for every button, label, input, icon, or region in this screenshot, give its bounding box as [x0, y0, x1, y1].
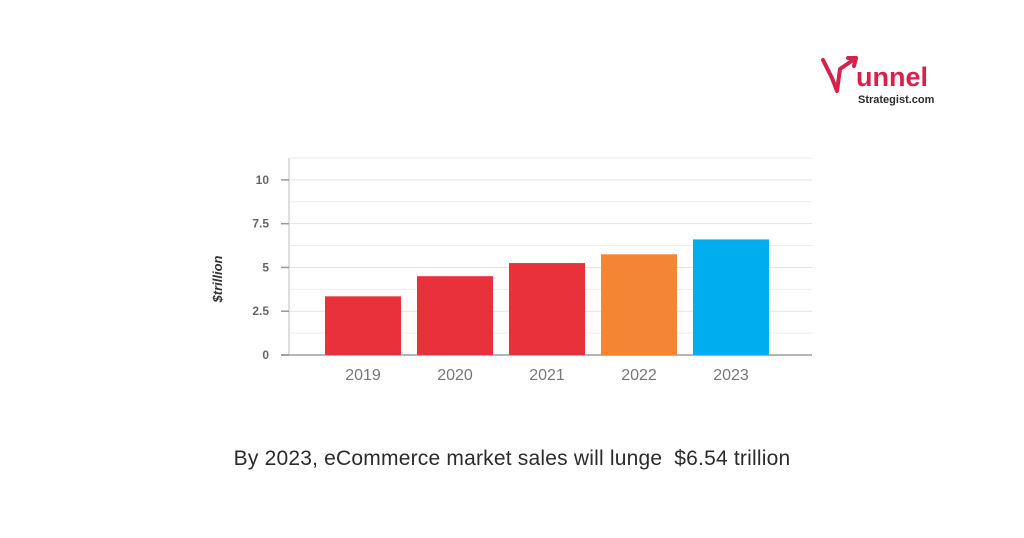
y-tick-label: 0 — [262, 348, 269, 362]
x-tick-label: 2020 — [437, 367, 473, 384]
y-axis-label: $trillion — [210, 255, 225, 303]
y-ticks: 0 2.5 5 7.5 10 — [252, 173, 289, 362]
bar-2021 — [509, 263, 585, 355]
brand-logo: unnel Strategist.com — [820, 55, 960, 110]
logo-wordmark: unnel — [856, 62, 928, 92]
y-tick-label: 10 — [256, 173, 270, 187]
bar-2020 — [417, 276, 493, 355]
x-tick-label: 2022 — [621, 367, 657, 384]
x-tick-label: 2021 — [529, 367, 565, 384]
x-tick-label: 2023 — [713, 367, 749, 384]
logo-tagline: Strategist.com — [858, 94, 935, 106]
bar-2022 — [601, 254, 677, 355]
funnel-arrow-icon: unnel Strategist.com — [821, 56, 935, 106]
x-ticks: 2019 2020 2021 2022 2023 — [345, 367, 749, 384]
bars — [325, 239, 769, 355]
y-tick-label: 2.5 — [252, 304, 269, 318]
bar-2023 — [693, 239, 769, 355]
x-tick-label: 2019 — [345, 367, 381, 384]
bar-chart: 0 2.5 5 7.5 10 2019 2020 2021 2022 2023 $trillio… — [210, 157, 812, 384]
y-tick-label: 5 — [262, 260, 269, 274]
bar-2019 — [325, 296, 401, 355]
chart-caption: By 2023, eCommerce market sales will lun… — [233, 447, 791, 470]
y-tick-label: 7.5 — [252, 217, 269, 231]
